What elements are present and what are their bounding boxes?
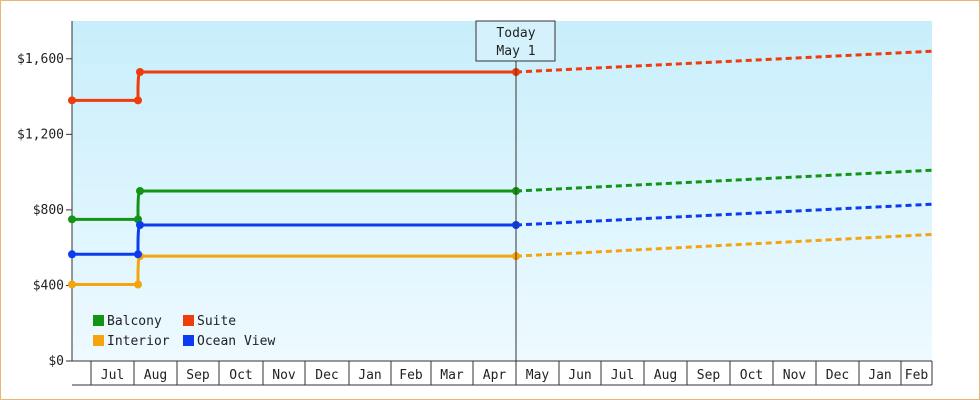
- x-tick-label: Aug: [144, 368, 167, 383]
- legend-swatch: [183, 335, 194, 346]
- x-tick-label: Nov: [272, 368, 296, 383]
- y-axis: $0 $400 $800 $1,200 $1,600: [17, 21, 73, 369]
- today-marker: Today May 1: [475, 20, 556, 385]
- legend-label: Balcony: [107, 314, 162, 329]
- legend-swatch: [93, 315, 104, 326]
- data-point: [68, 96, 76, 105]
- x-tick-label: Jul: [611, 368, 634, 383]
- x-tick-label: Oct: [229, 368, 252, 383]
- data-point: [68, 215, 76, 224]
- x-tick-label: Jan: [358, 368, 381, 383]
- x-tick-label: Apr: [483, 368, 507, 383]
- y-tick-label: $1,200: [17, 127, 64, 142]
- legend-label: Interior: [107, 334, 170, 349]
- x-tick-label: Dec: [315, 368, 338, 383]
- series-group: [68, 49, 933, 289]
- data-point: [134, 250, 142, 259]
- x-tick-label: Dec: [826, 368, 849, 383]
- y-tick-label: $0: [48, 354, 64, 369]
- y-tick-label: $1,600: [17, 52, 64, 67]
- x-tick-label: Jan: [868, 368, 891, 383]
- x-tick-label: May: [526, 368, 550, 383]
- legend-label: Suite: [197, 314, 236, 329]
- data-point: [136, 68, 144, 76]
- series-balcony: [68, 168, 933, 224]
- x-tick-label: Nov: [783, 368, 807, 383]
- today-date-label: May 1: [496, 44, 535, 59]
- x-tick-label: Sep: [186, 368, 210, 383]
- data-point: [68, 250, 76, 259]
- data-point: [68, 280, 76, 289]
- x-tick-label: Sep: [697, 368, 721, 383]
- today-label: Today: [496, 26, 535, 41]
- legend: Balcony Suite Interior Ocean View: [93, 314, 275, 349]
- x-tick-label: Jul: [101, 368, 124, 383]
- x-tick-label: Aug: [654, 368, 677, 383]
- x-tick-label: Feb: [399, 368, 423, 383]
- x-tick-label: Jun: [568, 368, 591, 383]
- data-point: [134, 96, 142, 105]
- x-tick-label: Feb: [905, 368, 929, 383]
- data-point: [136, 187, 144, 195]
- legend-swatch: [183, 315, 194, 326]
- x-tick-label: Oct: [740, 368, 763, 383]
- y-tick-label: $400: [33, 278, 64, 293]
- y-tick-label: $800: [33, 203, 64, 218]
- data-point: [134, 280, 142, 289]
- data-point: [136, 221, 144, 229]
- x-tick-label: Mar: [440, 368, 464, 383]
- x-axis: Jul Aug Sep Oct Nov Dec Jan Feb Mar Apr May Jun Jul A…: [72, 360, 933, 386]
- legend-label: Ocean View: [197, 334, 275, 349]
- today-box: [475, 20, 556, 62]
- legend-swatch: [93, 335, 104, 346]
